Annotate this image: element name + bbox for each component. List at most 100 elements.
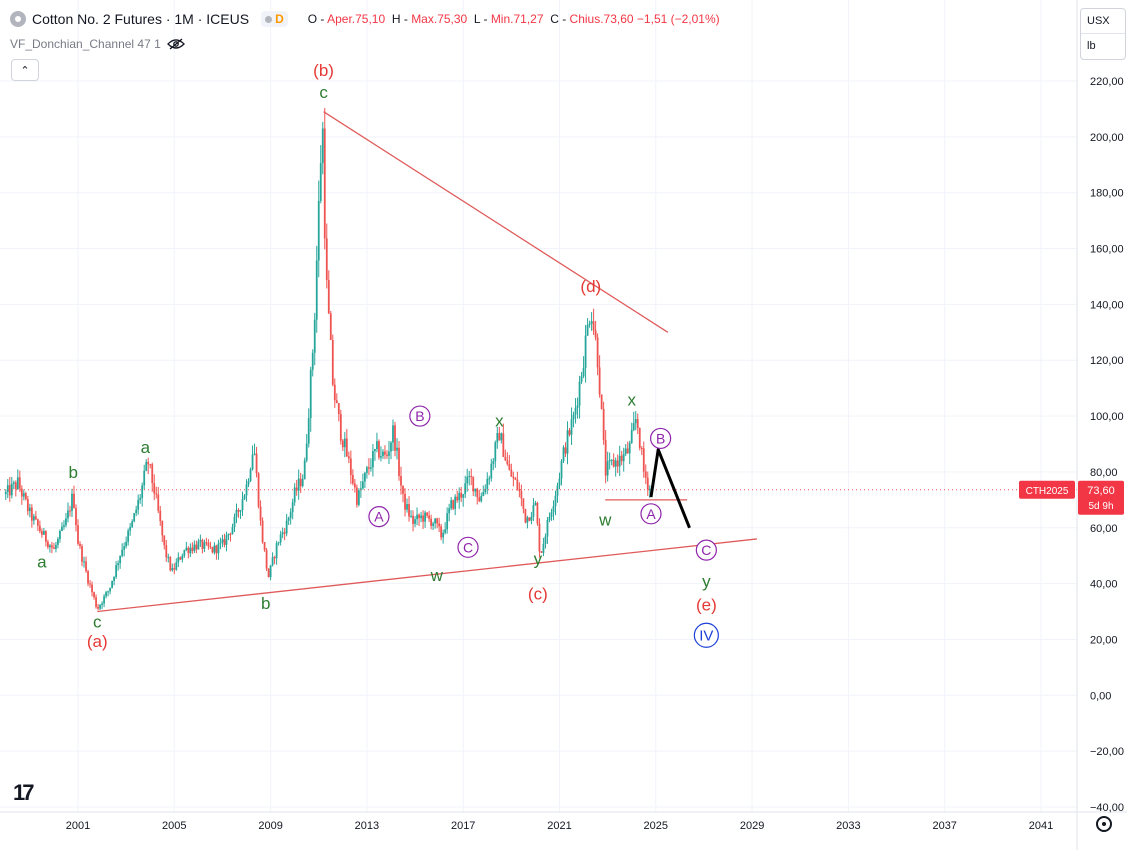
x-tick-label: 2009 — [258, 820, 282, 832]
candle-body — [492, 461, 495, 464]
candle-body — [259, 506, 262, 521]
candle-body — [319, 163, 322, 201]
wave-label: C — [463, 539, 473, 555]
candle-body — [227, 533, 230, 536]
candle-body — [516, 479, 519, 489]
candle-body — [297, 478, 300, 491]
candle-body — [163, 535, 166, 546]
open-value: Aper.75,10 — [327, 12, 386, 26]
candle-body — [55, 544, 57, 549]
candle-body — [229, 533, 232, 535]
currency-selector[interactable]: USX — [1081, 9, 1125, 34]
candle-body — [101, 603, 103, 606]
wave-label: y — [702, 572, 711, 591]
x-tick-label: 2025 — [644, 820, 668, 832]
candle-body — [189, 547, 192, 554]
y-tick-label: 120,00 — [1090, 355, 1124, 367]
trendline-lower[interactable] — [97, 538, 757, 613]
projection-path[interactable] — [649, 448, 691, 529]
candle-body — [426, 512, 428, 516]
candle-body — [410, 515, 412, 517]
wave-label-circle — [693, 622, 719, 648]
candle-body — [552, 506, 555, 513]
candle-body — [440, 526, 443, 538]
candle-body — [614, 460, 617, 467]
gear-icon[interactable] — [1096, 816, 1112, 832]
x-tick-label: 2021 — [547, 820, 571, 832]
candle-body — [303, 460, 306, 479]
candle-body — [219, 542, 222, 544]
scale-selector[interactable]: USX lb — [1080, 8, 1126, 60]
indicator-legend[interactable]: VF_Donchian_Channel 47 1 — [10, 37, 185, 51]
candle-body — [97, 606, 99, 609]
y-tick-label: 180,00 — [1090, 188, 1124, 200]
candle-body — [422, 515, 424, 522]
tradingview-logo-icon[interactable]: 17 — [13, 780, 35, 805]
candle-body — [167, 556, 170, 558]
candle-body — [494, 442, 497, 462]
candle-body — [339, 414, 342, 441]
eye-hidden-icon[interactable] — [166, 38, 185, 50]
ohlc-values: O - Aper.75,10 H - Max.75,30 L - Min.71,… — [307, 12, 720, 26]
candle-body — [135, 509, 138, 514]
candle-body — [28, 507, 31, 512]
status-dot-icon — [265, 15, 273, 23]
candle-body — [333, 384, 336, 401]
candle-body — [253, 453, 256, 455]
y-tick-label: −40,00 — [1090, 802, 1124, 814]
candle-body — [63, 525, 65, 527]
x-tick-label: 2017 — [451, 820, 475, 832]
candle-body — [24, 493, 27, 500]
candle-body — [201, 539, 204, 549]
candle-body — [466, 476, 469, 484]
candle-body — [638, 427, 641, 449]
candle-body — [514, 478, 517, 480]
candle-body — [548, 516, 551, 521]
wave-label: (a) — [87, 632, 108, 651]
candle-body — [34, 516, 37, 520]
candle-body — [279, 534, 282, 543]
candle-body — [534, 502, 537, 506]
unit-selector[interactable]: lb — [1087, 40, 1096, 52]
wave-label: c — [93, 612, 102, 631]
candle-body — [406, 504, 408, 510]
candle-body — [468, 476, 471, 478]
candle-body — [372, 451, 374, 468]
candle-body — [57, 538, 59, 545]
wave-label: b — [261, 594, 270, 613]
candle-body — [291, 502, 294, 513]
candle-body — [225, 535, 228, 545]
candle-body — [111, 580, 114, 588]
delayed-data-badge[interactable]: D — [261, 11, 288, 27]
candle-body — [564, 447, 567, 454]
x-tick-label: 2001 — [66, 820, 90, 832]
candle-body — [145, 461, 148, 471]
y-tick-label: −20,00 — [1090, 746, 1124, 758]
candle-body — [299, 478, 302, 487]
symbol-title[interactable]: Cotton No. 2 Futures · 1M · ICEUS — [32, 11, 250, 27]
candle-body — [51, 545, 53, 548]
wave-label: w — [430, 566, 444, 585]
candle-body — [430, 518, 432, 526]
wave-label-circle — [457, 536, 479, 558]
candle-body — [390, 442, 392, 452]
candle-body — [65, 518, 67, 526]
candle-body — [125, 541, 128, 547]
trendline-upper[interactable] — [323, 111, 669, 333]
candle-body — [323, 128, 326, 239]
candle-body — [22, 493, 25, 497]
candle-body — [281, 532, 284, 535]
candle-body — [580, 376, 583, 382]
candle-body — [317, 200, 320, 261]
collapse-legend-button[interactable]: ⌃ — [11, 59, 39, 81]
candle-body — [628, 443, 631, 454]
candle-body — [205, 542, 208, 544]
candle-body — [157, 494, 160, 511]
candle-body — [472, 476, 475, 492]
candle-body — [396, 447, 398, 451]
wave-label: (d) — [580, 277, 601, 296]
wave-label: w — [598, 510, 612, 529]
wave-label: c — [319, 83, 328, 102]
candle-body — [105, 592, 107, 597]
